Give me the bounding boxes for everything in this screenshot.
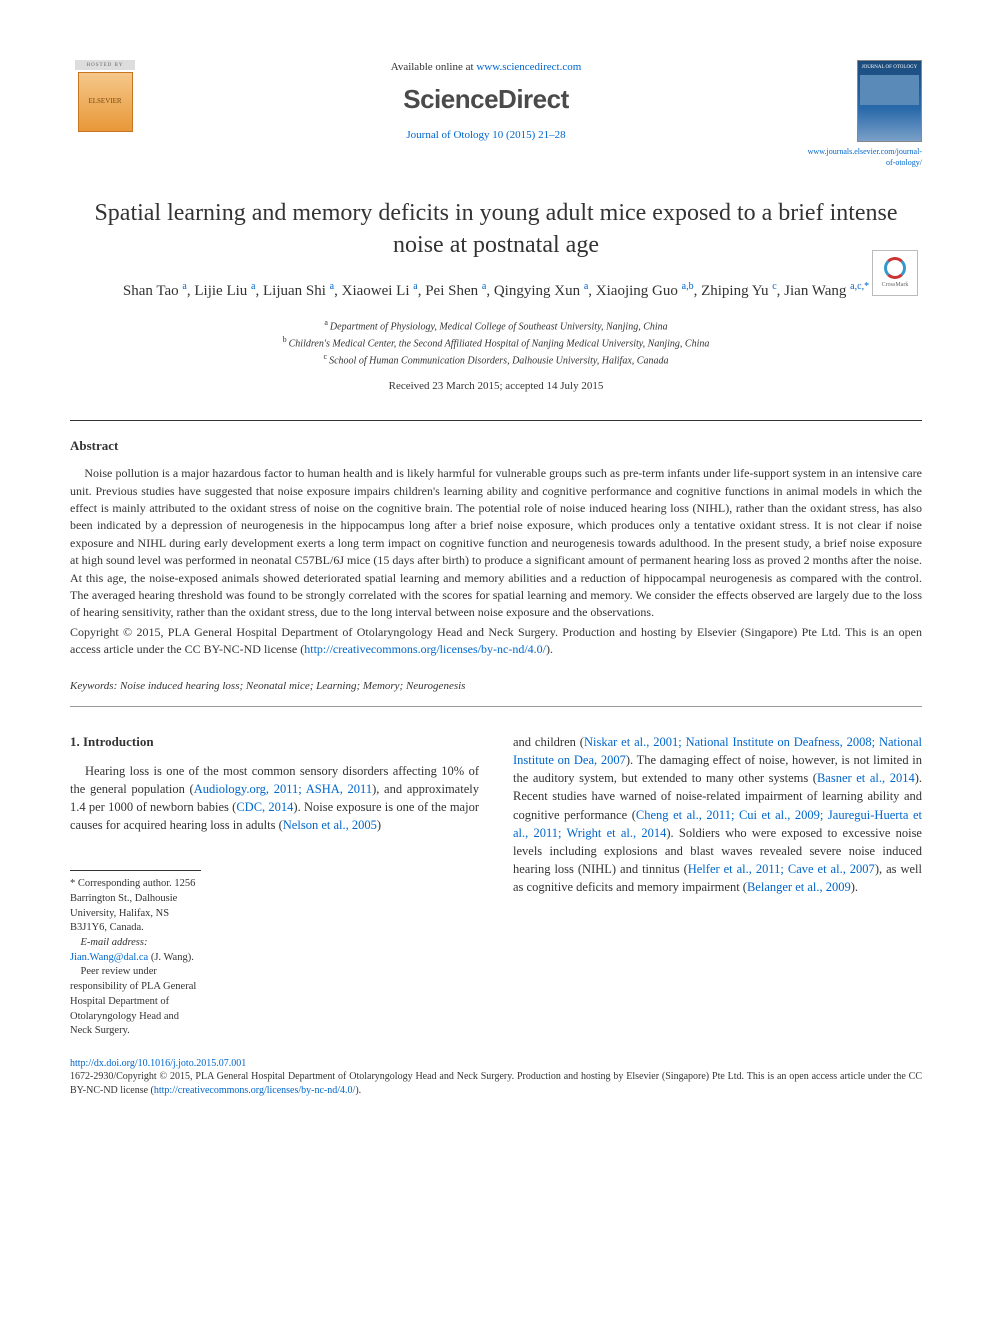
footer-copyright: 1672-2930/Copyright © 2015, PLA General … <box>70 1070 922 1097</box>
affiliation-key: b <box>283 335 289 344</box>
license-link[interactable]: http://creativecommons.org/licenses/by-n… <box>304 642 546 656</box>
author-name: Zhiping Yu <box>701 283 772 299</box>
crossmark-badge[interactable]: CrossMark <box>872 250 918 296</box>
crossmark-label: CrossMark <box>882 281 909 289</box>
author-name: Qingying Xun <box>494 283 584 299</box>
affiliation-line: b Children's Medical Center, the Second … <box>70 334 922 351</box>
abstract-copyright: Copyright © 2015, PLA General Hospital D… <box>70 624 922 659</box>
citation-link[interactable]: Belanger et al., 2009 <box>747 880 851 894</box>
author-affil-marker: a <box>482 281 486 292</box>
journal-reference: Journal of Otology 10 (2015) 21–28 <box>140 128 832 143</box>
citation-link[interactable]: Nelson et al., 2005 <box>283 818 377 832</box>
author-name: Lijie Liu <box>194 283 251 299</box>
peer-review-note: Peer review under responsibility of PLA … <box>70 965 201 1038</box>
elsevier-logo-icon: ELSEVIER <box>78 72 133 132</box>
citation-link[interactable]: CDC, 2014 <box>236 800 293 814</box>
citation-link[interactable]: Helfer et al., 2011; Cave et al., 2007 <box>688 862 875 876</box>
corr-address: * Corresponding author. 1256 Barrington … <box>70 877 201 936</box>
available-online-line: Available online at www.sciencedirect.co… <box>140 60 832 75</box>
footer-text-run: ). <box>355 1085 361 1096</box>
body-columns: 1. Introduction Hearing loss is one of t… <box>70 733 922 1039</box>
text-run: ). <box>851 880 858 894</box>
affiliation-key: c <box>324 352 330 361</box>
page-footer: http://dx.doi.org/10.1016/j.joto.2015.07… <box>70 1057 922 1098</box>
divider <box>70 706 922 707</box>
author-list: Shan Tao a, Lijie Liu a, Lijuan Shi a, X… <box>70 279 922 303</box>
journal-homepage-link[interactable]: www.journals.elsevier.com/journal-of-oto… <box>808 146 922 168</box>
section-heading-intro: 1. Introduction <box>70 733 479 752</box>
author-name: Pei Shen <box>425 283 482 299</box>
author-affil-marker: a <box>251 281 255 292</box>
author-affil-marker: a <box>413 281 417 292</box>
author-affil-marker: a <box>330 281 334 292</box>
divider <box>70 420 922 421</box>
journal-cover-icon: JOURNAL OF OTOLOGY <box>857 60 922 142</box>
author-affil-marker: c <box>772 281 776 292</box>
corr-email-link[interactable]: Jian.Wang@dal.ca <box>70 952 148 963</box>
hosted-by-badge: HOSTED BY <box>75 60 135 70</box>
sciencedirect-link[interactable]: www.sciencedirect.com <box>476 61 581 73</box>
author-affil-marker: a <box>182 281 186 292</box>
author-affil-marker: a,c,* <box>850 281 869 292</box>
author-name: Lijuan Shi <box>263 283 330 299</box>
affiliations: a Department of Physiology, Medical Coll… <box>70 317 922 369</box>
text-run: and children ( <box>513 735 584 749</box>
keywords-line: Keywords: Noise induced hearing loss; Ne… <box>70 679 922 694</box>
intro-paragraph-1: Hearing loss is one of the most common s… <box>70 762 479 835</box>
citation-link[interactable]: Basner et al., 2014 <box>817 771 915 785</box>
author-name: Shan Tao <box>123 283 183 299</box>
journal-header: HOSTED BY ELSEVIER Available online at w… <box>70 60 922 168</box>
publisher-block: HOSTED BY ELSEVIER <box>70 60 140 132</box>
intro-paragraph-1-cont: and children (Niskar et al., 2001; Natio… <box>513 733 922 896</box>
citation-link[interactable]: Audiology.org, 2011; ASHA, 2011 <box>194 782 372 796</box>
article-dates: Received 23 March 2015; accepted 14 July… <box>70 379 922 394</box>
keywords-text: Noise induced hearing loss; Neonatal mic… <box>117 680 465 692</box>
corresponding-author-block: * Corresponding author. 1256 Barrington … <box>70 870 201 1039</box>
footer-license-link[interactable]: http://creativecommons.org/licenses/by-n… <box>154 1085 355 1096</box>
right-column: and children (Niskar et al., 2001; Natio… <box>513 733 922 1039</box>
corr-email-line: E-mail address: Jian.Wang@dal.ca (J. Wan… <box>70 936 201 965</box>
abstract-body: Noise pollution is a major hazardous fac… <box>70 465 922 622</box>
available-prefix: Available online at <box>391 61 477 73</box>
author-affil-marker: a,b <box>682 281 694 292</box>
author-name: Xiaowei Li <box>342 283 414 299</box>
email-suffix: (J. Wang). <box>148 952 194 963</box>
elsevier-label: ELSEVIER <box>88 97 121 107</box>
author-name: Xiaojing Guo <box>596 283 682 299</box>
affiliation-key: a <box>324 318 330 327</box>
author-name: Jian Wang <box>784 283 850 299</box>
abstract-heading: Abstract <box>70 437 922 455</box>
doi-link[interactable]: http://dx.doi.org/10.1016/j.joto.2015.07… <box>70 1057 922 1071</box>
crossmark-ring-icon <box>884 257 906 279</box>
email-label: E-mail address: <box>81 937 148 948</box>
left-column: 1. Introduction Hearing loss is one of t… <box>70 733 479 1039</box>
article-title: Spatial learning and memory deficits in … <box>70 198 922 260</box>
keywords-label: Keywords: <box>70 680 117 692</box>
affiliation-line: c School of Human Communication Disorder… <box>70 351 922 368</box>
copyright-suffix: ). <box>546 642 553 656</box>
sciencedirect-logo: ScienceDirect <box>140 81 832 117</box>
journal-cover-title: JOURNAL OF OTOLOGY <box>862 65 918 71</box>
author-affil-marker: a <box>584 281 588 292</box>
affiliation-line: a Department of Physiology, Medical Coll… <box>70 317 922 334</box>
text-run: ) <box>377 818 381 832</box>
